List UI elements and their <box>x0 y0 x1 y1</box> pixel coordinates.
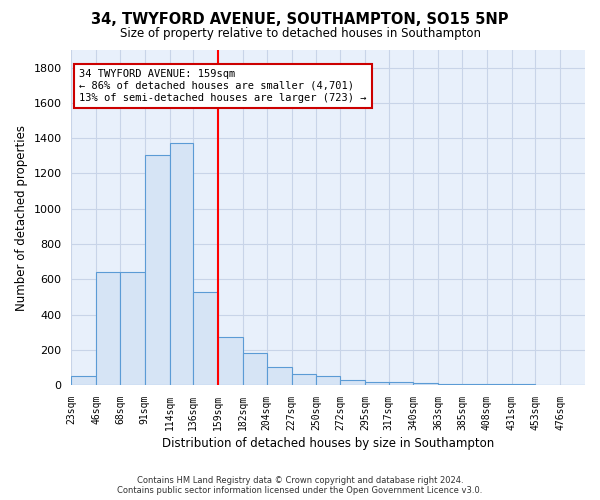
Bar <box>487 384 512 385</box>
Text: Size of property relative to detached houses in Southampton: Size of property relative to detached ho… <box>119 28 481 40</box>
Bar <box>120 272 145 385</box>
Bar <box>96 272 120 385</box>
Bar <box>71 376 96 385</box>
Bar <box>292 374 316 385</box>
Bar <box>438 384 462 385</box>
Bar <box>218 338 243 385</box>
Bar <box>462 384 487 385</box>
Text: Contains HM Land Registry data © Crown copyright and database right 2024.
Contai: Contains HM Land Registry data © Crown c… <box>118 476 482 495</box>
Bar <box>145 155 170 385</box>
Bar <box>243 354 266 385</box>
Bar <box>266 368 292 385</box>
Bar <box>316 376 340 385</box>
Bar <box>170 144 193 385</box>
Bar <box>389 382 413 385</box>
Bar <box>340 380 365 385</box>
X-axis label: Distribution of detached houses by size in Southampton: Distribution of detached houses by size … <box>162 437 494 450</box>
Bar <box>193 292 218 385</box>
Y-axis label: Number of detached properties: Number of detached properties <box>15 124 28 310</box>
Bar <box>512 384 535 385</box>
Bar <box>365 382 389 385</box>
Text: 34 TWYFORD AVENUE: 159sqm
← 86% of detached houses are smaller (4,701)
13% of se: 34 TWYFORD AVENUE: 159sqm ← 86% of detac… <box>79 70 367 102</box>
Bar <box>413 384 438 385</box>
Text: 34, TWYFORD AVENUE, SOUTHAMPTON, SO15 5NP: 34, TWYFORD AVENUE, SOUTHAMPTON, SO15 5N… <box>91 12 509 28</box>
